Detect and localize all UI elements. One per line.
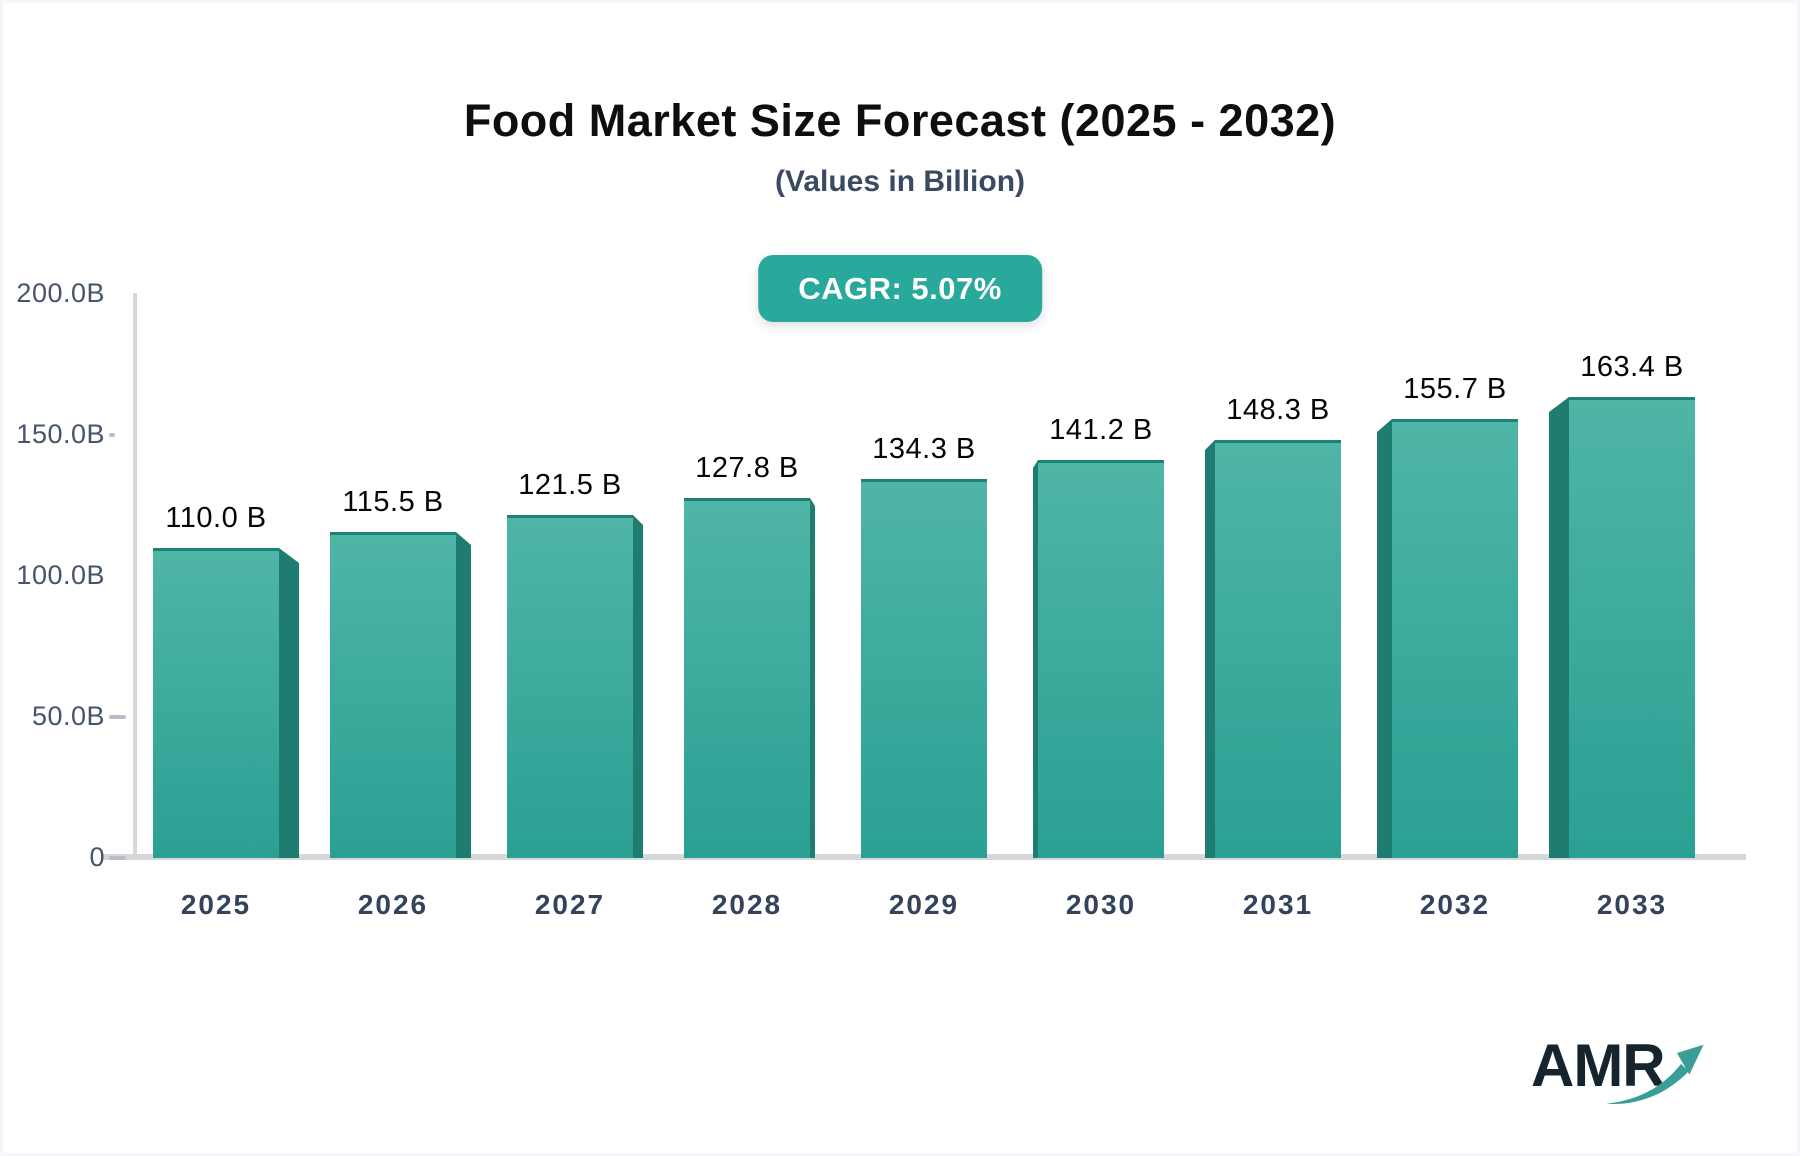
- x-tick-label: 2029: [888, 889, 960, 920]
- bar-side-3d: [1377, 419, 1392, 858]
- bar[interactable]: [1215, 440, 1341, 858]
- bar[interactable]: [153, 548, 279, 858]
- x-tick-label: 2030: [1065, 889, 1137, 920]
- bar[interactable]: [861, 479, 987, 858]
- bar-side-3d: [810, 498, 815, 858]
- y-tick-label: 50.0B: [31, 701, 105, 731]
- y-tick-mark: [109, 433, 115, 437]
- bar[interactable]: [684, 498, 810, 858]
- x-tick-label: 2026: [357, 889, 429, 920]
- chart-subtitle: (Values in Billion): [774, 165, 1026, 198]
- cagr-badge: CAGR: 5.07%: [758, 255, 1042, 322]
- brand-logo: AMR: [1531, 1031, 1731, 1131]
- y-tick-label: 150.0B: [16, 419, 105, 449]
- x-tick-label: 2027: [534, 889, 606, 920]
- y-tick-mark: [109, 715, 126, 719]
- y-tick-label: 100.0B: [16, 560, 105, 590]
- y-tick-label: 0: [89, 842, 105, 872]
- x-tick-label: 2028: [711, 889, 783, 920]
- bar[interactable]: [1392, 419, 1518, 858]
- brand-logo-text: AMR: [1531, 1032, 1666, 1099]
- bar-value-label: 155.7 B: [1403, 373, 1507, 405]
- x-tick-label: 2033: [1596, 889, 1668, 920]
- bar-side-3d: [633, 515, 643, 858]
- bar[interactable]: [1569, 397, 1695, 858]
- bar-value-label: 115.5 B: [342, 486, 444, 518]
- x-tick-label: 2032: [1419, 889, 1491, 920]
- bar-value-label: 110.0 B: [165, 502, 267, 534]
- chart-title: Food Market Size Forecast (2025 - 2032): [463, 95, 1337, 146]
- bar-side-3d: [279, 548, 299, 858]
- bar[interactable]: [330, 532, 456, 858]
- plot-area: 200.0B 150.0B 100.0B 50.0B 0 110.0 B 2025 115.5…: [3, 3, 1797, 1153]
- bar-value-label: 148.3 B: [1226, 394, 1330, 426]
- bar-side-3d: [1549, 397, 1569, 858]
- bar-value-label: 134.3 B: [872, 433, 976, 465]
- bar[interactable]: [1038, 460, 1164, 858]
- bar-value-label: 163.4 B: [1580, 351, 1684, 383]
- x-tick-label: 2031: [1242, 889, 1314, 920]
- growth-arrow-icon: [1606, 1044, 1704, 1105]
- bar-value-label: 127.8 B: [695, 452, 799, 484]
- y-tick-label: 200.0B: [16, 278, 105, 308]
- bar-value-label: 141.2 B: [1049, 414, 1153, 446]
- y-tick-mark: [109, 856, 126, 860]
- y-axis-line: [133, 293, 137, 858]
- bar-value-label: 121.5 B: [518, 469, 622, 501]
- bar-side-3d: [1205, 440, 1215, 858]
- bar-side-3d: [456, 532, 471, 858]
- x-tick-label: 2025: [180, 889, 252, 920]
- bar-side-3d: [1033, 460, 1038, 858]
- bar[interactable]: [507, 515, 633, 858]
